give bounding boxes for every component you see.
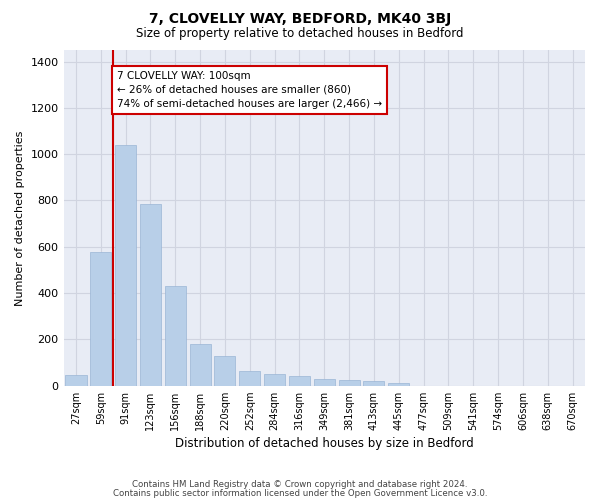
Y-axis label: Number of detached properties: Number of detached properties xyxy=(15,130,25,306)
Bar xyxy=(388,384,409,386)
Bar xyxy=(214,356,235,386)
Bar xyxy=(314,380,335,386)
Text: Contains HM Land Registry data © Crown copyright and database right 2024.: Contains HM Land Registry data © Crown c… xyxy=(132,480,468,489)
Bar xyxy=(289,376,310,386)
Bar xyxy=(338,380,359,386)
Bar xyxy=(65,376,86,386)
Text: Size of property relative to detached houses in Bedford: Size of property relative to detached ho… xyxy=(136,28,464,40)
Bar xyxy=(90,252,112,386)
Bar xyxy=(190,344,211,386)
Text: 7 CLOVELLY WAY: 100sqm
← 26% of detached houses are smaller (860)
74% of semi-de: 7 CLOVELLY WAY: 100sqm ← 26% of detached… xyxy=(117,71,382,109)
X-axis label: Distribution of detached houses by size in Bedford: Distribution of detached houses by size … xyxy=(175,437,473,450)
Bar xyxy=(264,374,285,386)
Bar xyxy=(364,381,385,386)
Bar xyxy=(165,286,186,386)
Bar xyxy=(140,204,161,386)
Bar xyxy=(239,370,260,386)
Text: 7, CLOVELLY WAY, BEDFORD, MK40 3BJ: 7, CLOVELLY WAY, BEDFORD, MK40 3BJ xyxy=(149,12,451,26)
Text: Contains public sector information licensed under the Open Government Licence v3: Contains public sector information licen… xyxy=(113,490,487,498)
Bar xyxy=(115,145,136,386)
